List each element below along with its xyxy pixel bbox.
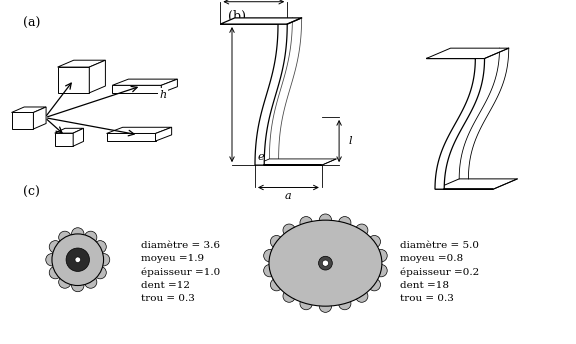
Circle shape [46, 254, 58, 266]
Circle shape [66, 248, 89, 271]
Polygon shape [33, 107, 46, 129]
Circle shape [97, 254, 110, 266]
Circle shape [319, 214, 332, 226]
Circle shape [270, 235, 283, 248]
Text: (c): (c) [23, 186, 40, 199]
Circle shape [49, 241, 62, 253]
Circle shape [49, 267, 62, 279]
Text: a: a [285, 191, 291, 201]
Circle shape [75, 257, 81, 262]
Circle shape [339, 297, 351, 310]
Polygon shape [426, 48, 509, 58]
Polygon shape [112, 79, 177, 85]
Circle shape [375, 265, 387, 277]
Circle shape [283, 224, 295, 236]
Circle shape [264, 265, 276, 277]
Circle shape [300, 217, 312, 229]
Polygon shape [435, 179, 517, 189]
Circle shape [319, 256, 332, 270]
Text: h: h [160, 89, 166, 100]
Text: diamètre = 3.6
moyeu =1.9
épaisseur =1.0
dent =12
trou = 0.3: diamètre = 3.6 moyeu =1.9 épaisseur =1.0… [141, 241, 221, 303]
Circle shape [264, 249, 276, 262]
Polygon shape [12, 107, 46, 112]
Circle shape [323, 260, 328, 266]
Text: (b): (b) [228, 10, 245, 23]
Text: l: l [349, 136, 353, 146]
Circle shape [71, 279, 84, 292]
Polygon shape [107, 133, 156, 141]
Circle shape [94, 241, 107, 253]
Polygon shape [89, 60, 105, 93]
Circle shape [270, 279, 283, 291]
Circle shape [94, 267, 107, 279]
Circle shape [375, 249, 387, 262]
Circle shape [59, 231, 71, 244]
Circle shape [319, 300, 332, 312]
Circle shape [71, 228, 84, 240]
Polygon shape [221, 24, 322, 165]
Polygon shape [112, 85, 161, 93]
Polygon shape [156, 127, 172, 141]
Polygon shape [221, 18, 302, 24]
Text: e: e [258, 152, 264, 162]
Circle shape [283, 290, 295, 302]
Polygon shape [255, 159, 336, 165]
Polygon shape [58, 67, 89, 93]
Polygon shape [73, 128, 84, 146]
Circle shape [355, 224, 368, 236]
Circle shape [355, 290, 368, 302]
Circle shape [85, 231, 97, 244]
Ellipse shape [269, 220, 382, 306]
Circle shape [85, 276, 97, 288]
Polygon shape [107, 127, 172, 133]
Circle shape [368, 236, 381, 248]
Text: diamètre = 5.0
moyeu =0.8
épaisseur =0.2
dent =18
trou = 0.3: diamètre = 5.0 moyeu =0.8 épaisseur =0.2… [400, 241, 480, 303]
Circle shape [300, 297, 312, 310]
Polygon shape [58, 60, 105, 67]
Polygon shape [55, 133, 73, 146]
Text: (a): (a) [23, 17, 40, 30]
Polygon shape [55, 128, 84, 133]
Polygon shape [426, 58, 493, 189]
Polygon shape [12, 112, 33, 129]
Polygon shape [161, 79, 177, 93]
Circle shape [59, 276, 71, 288]
Ellipse shape [52, 234, 104, 286]
Circle shape [368, 279, 381, 291]
Circle shape [339, 217, 351, 229]
